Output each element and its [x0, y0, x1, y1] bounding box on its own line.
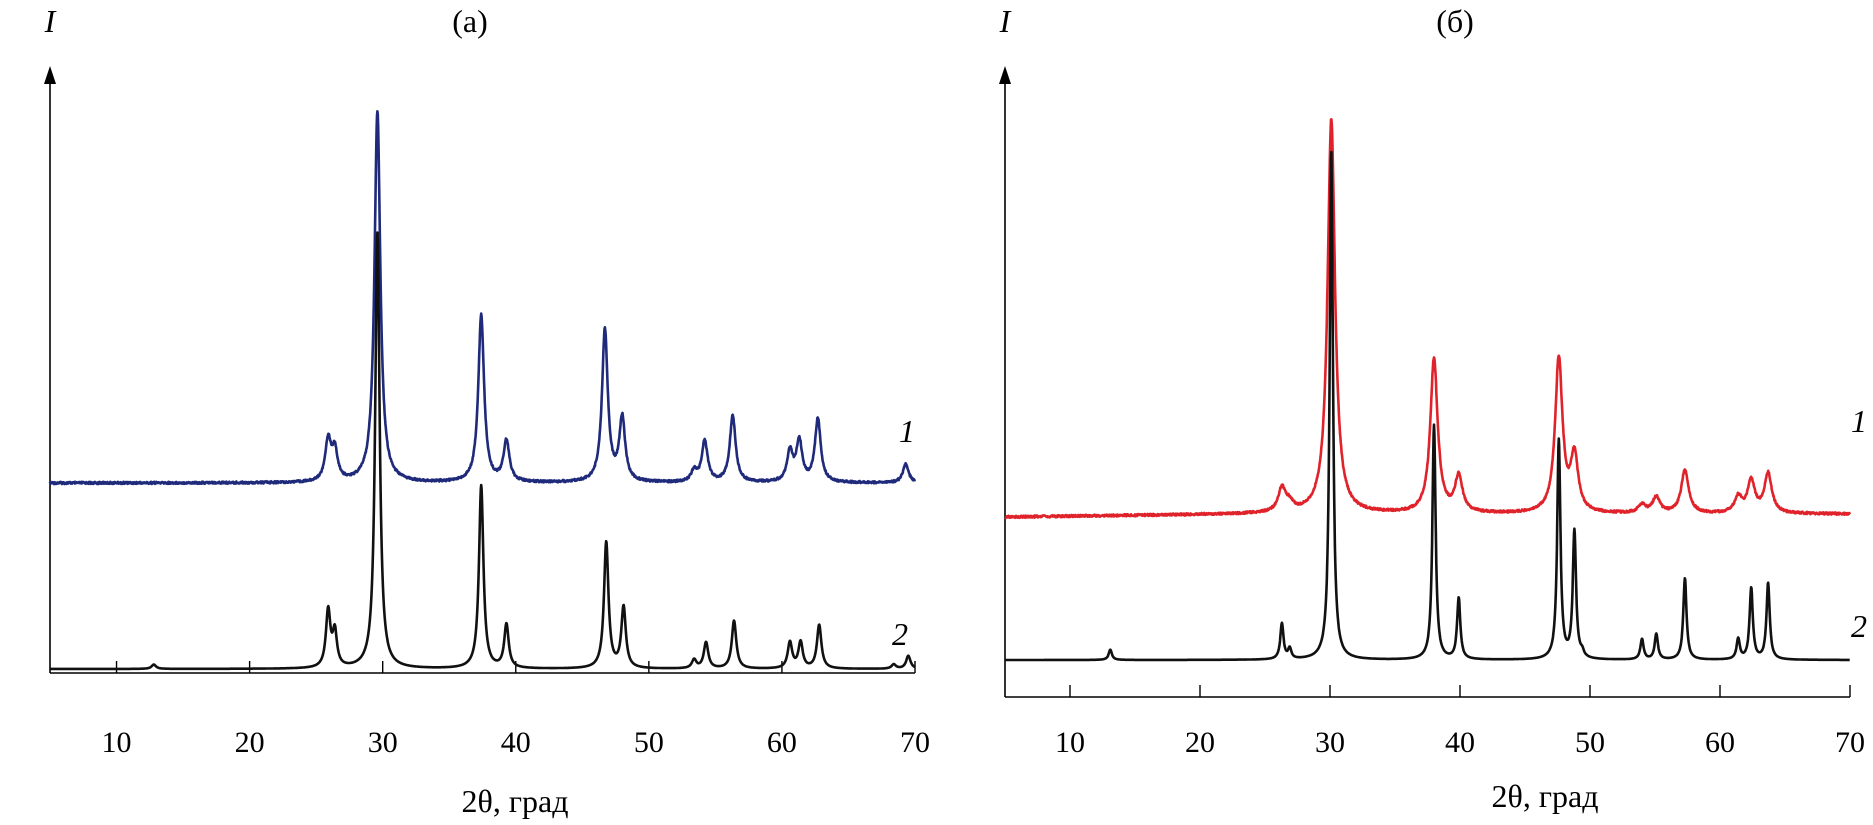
x-tick-label: 70 [1835, 726, 1865, 759]
panel-a-xlabel: 2θ, град [462, 783, 569, 819]
x-tick-label: 70 [900, 726, 930, 759]
x-tick-label: 30 [368, 726, 398, 759]
panel-b-ylabel: I [999, 3, 1012, 39]
x-tick-label: 10 [1055, 726, 1085, 759]
panel-b-label-1: 1 [1851, 403, 1867, 439]
x-tick-label: 30 [1315, 726, 1345, 759]
panel-b-title: (б) [1436, 3, 1474, 39]
x-tick-label: 40 [501, 726, 531, 759]
x-tick-label: 50 [1575, 726, 1605, 759]
panel-b-xlabel: 2θ, град [1492, 778, 1599, 814]
panel-a-title: (а) [452, 3, 488, 39]
panel-a: (а) I 2θ, град 1 2 10 20 30 40 50 60 70 [44, 3, 930, 819]
x-tick-label: 60 [767, 726, 797, 759]
panel-a-ylabel: I [44, 3, 57, 39]
x-tick-label: 60 [1705, 726, 1735, 759]
series-line-1 [48, 110, 916, 486]
panel-a-label-1: 1 [899, 413, 915, 449]
x-tick-label: 20 [235, 726, 265, 759]
x-tick-label: 50 [634, 726, 664, 759]
series-line-1 [1004, 118, 1851, 520]
y-axis-arrow [999, 66, 1011, 84]
y-axis-arrow [44, 66, 56, 84]
series-line-2 [1004, 150, 1851, 662]
x-tick-label: 40 [1445, 726, 1475, 759]
panel-a-label-2: 2 [892, 616, 908, 652]
x-tick-label: 20 [1185, 726, 1215, 759]
x-tick-label: 10 [102, 726, 132, 759]
panel-b-label-2: 2 [1851, 608, 1867, 644]
panel-b: (б) I 2θ, град 1 2 10 20 30 40 50 60 70 [999, 3, 1867, 814]
series-line-2 [49, 231, 916, 671]
